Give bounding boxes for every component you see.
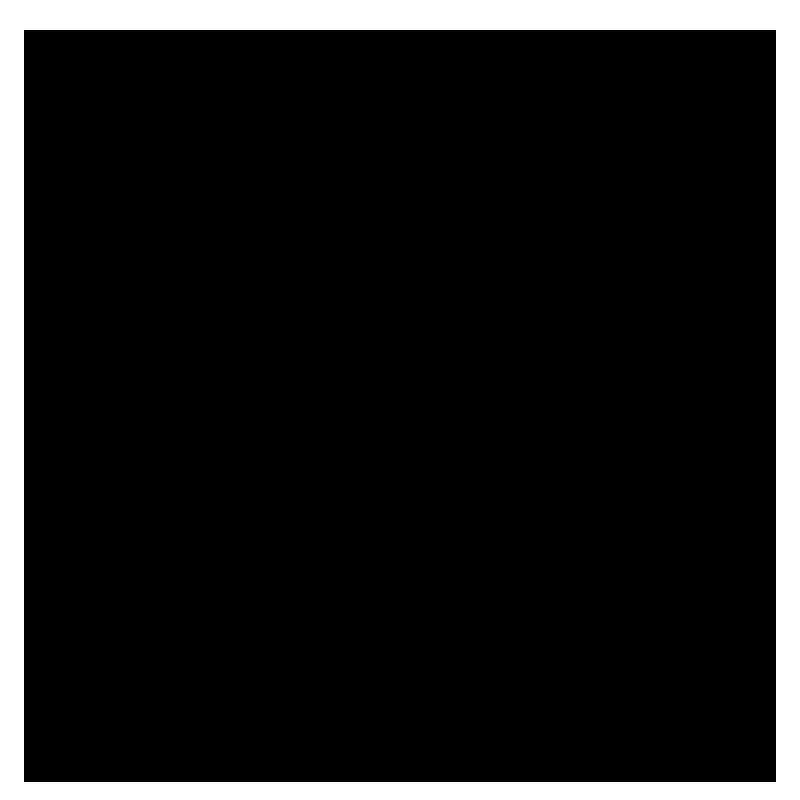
chart-container: [0, 0, 800, 800]
heatmap-canvas: [24, 30, 324, 180]
chart-outer-frame: [24, 30, 776, 782]
